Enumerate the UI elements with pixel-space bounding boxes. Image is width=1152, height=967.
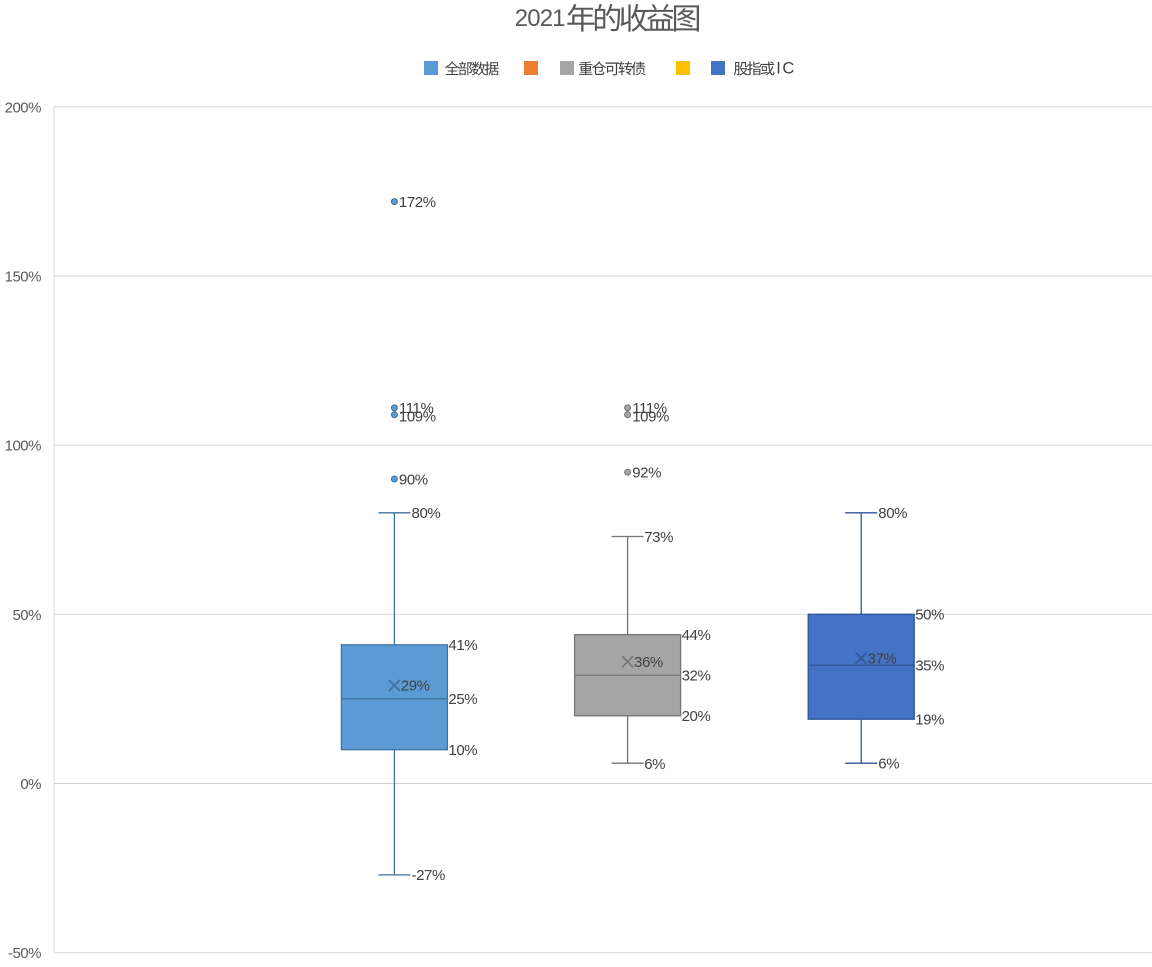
- svg-text:100%: 100%: [5, 438, 42, 455]
- svg-text:19%: 19%: [915, 712, 944, 729]
- svg-text:6%: 6%: [878, 756, 899, 773]
- svg-text:20%: 20%: [682, 708, 711, 725]
- svg-text:41%: 41%: [448, 637, 477, 654]
- svg-text:10%: 10%: [448, 742, 477, 759]
- svg-text:0%: 0%: [20, 776, 41, 793]
- svg-text:200%: 200%: [5, 99, 42, 116]
- svg-text:73%: 73%: [644, 529, 673, 546]
- svg-text:2021: 2021: [515, 5, 565, 32]
- svg-text:80%: 80%: [412, 505, 441, 522]
- svg-text:35%: 35%: [915, 657, 944, 674]
- svg-text:109%: 109%: [399, 408, 436, 425]
- svg-text:50%: 50%: [12, 607, 41, 624]
- svg-text:172%: 172%: [399, 194, 436, 211]
- svg-text:150%: 150%: [5, 269, 42, 286]
- svg-text:111%: 111%: [399, 400, 434, 417]
- svg-text:29%: 29%: [401, 678, 430, 695]
- svg-text:6%: 6%: [644, 756, 665, 773]
- svg-text:IC: IC: [776, 60, 796, 78]
- svg-text:36%: 36%: [634, 654, 663, 671]
- svg-text:-50%: -50%: [8, 945, 41, 962]
- svg-text:-27%: -27%: [412, 867, 445, 884]
- svg-text:32%: 32%: [682, 668, 711, 685]
- svg-text:37%: 37%: [868, 651, 897, 668]
- svg-text:80%: 80%: [878, 505, 907, 522]
- svg-text:25%: 25%: [448, 691, 477, 708]
- svg-text:111%: 111%: [632, 400, 667, 417]
- svg-text:90%: 90%: [399, 471, 428, 488]
- svg-text:50%: 50%: [915, 607, 944, 624]
- svg-text:109%: 109%: [632, 408, 669, 425]
- svg-text:44%: 44%: [682, 627, 711, 644]
- svg-text:92%: 92%: [632, 465, 661, 482]
